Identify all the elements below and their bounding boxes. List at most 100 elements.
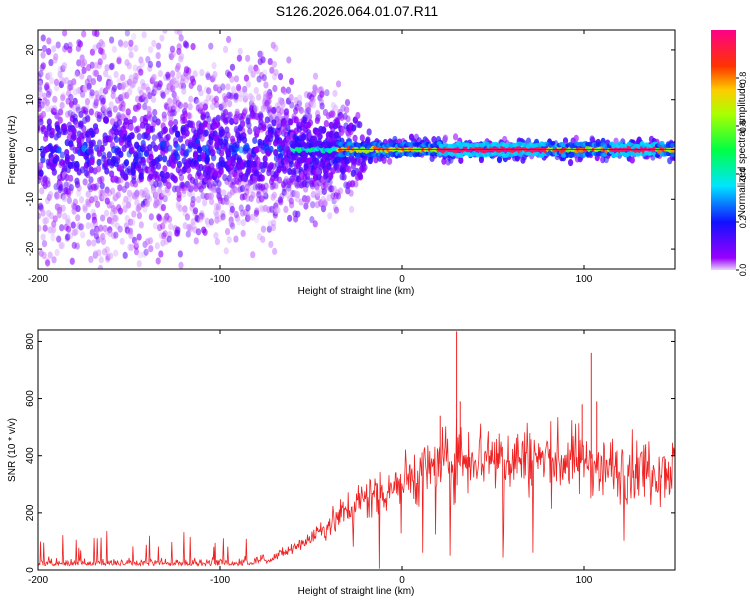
spectrogram-cell	[203, 86, 209, 94]
spectrogram-cell	[229, 205, 235, 214]
spectrogram-cell	[324, 89, 330, 97]
spectrogram-cell	[233, 235, 239, 243]
spectrogram-cell	[141, 82, 147, 90]
spectrogram-cell	[208, 42, 214, 50]
spectrogram-cell	[258, 111, 264, 119]
spectrogram-y-tick-label: -10	[25, 192, 36, 207]
spectrogram-cell	[145, 86, 151, 94]
spectrogram-cell	[215, 186, 221, 194]
spectrogram-cell	[43, 130, 50, 138]
spectrogram-cell	[80, 90, 86, 98]
spectrogram-cell	[287, 195, 293, 203]
spectrogram-cell	[212, 70, 218, 79]
colorbar-gradient	[711, 30, 736, 270]
spectrogram-cell	[174, 80, 180, 88]
spectrogram-cell	[345, 115, 351, 123]
spectrogram-cell	[241, 180, 247, 188]
spectrogram-cell	[90, 208, 96, 216]
spectrogram-cell	[130, 218, 136, 226]
spectrogram-cell	[115, 176, 122, 184]
spectrogram-cell	[319, 90, 325, 98]
spectrogram-cell	[129, 132, 135, 140]
spectrogram-y-tick-label: 20	[25, 44, 36, 56]
spectrogram-cell	[122, 205, 128, 213]
spectrogram-cell	[175, 226, 181, 234]
spectrogram-cell	[38, 161, 44, 169]
spectrogram-cell	[193, 178, 199, 186]
spectrogram-cell	[82, 205, 88, 213]
spectrogram-cell	[124, 58, 130, 67]
snr-x-tick-label: 100	[576, 575, 593, 586]
spectrogram-cell	[241, 108, 248, 117]
spectrogram-cell	[157, 214, 163, 222]
spectrogram-y-tick-label: -20	[25, 241, 36, 256]
spectrogram-cell	[222, 173, 228, 182]
spectrogram-cell	[142, 103, 148, 111]
spectrogram-cell	[187, 183, 193, 191]
spectrogram-cell	[322, 198, 328, 206]
spectrogram-cell	[40, 51, 46, 59]
spectrogram-cell	[387, 157, 393, 165]
spectrogram-cell	[179, 52, 185, 60]
snr-x-tick-label: -200	[28, 575, 48, 586]
spectrogram-x-label: Height of straight line (km)	[298, 286, 415, 297]
spectrogram-cell	[266, 225, 272, 233]
snr-panel: -200 -100 0 100 0 200 400 600 800 Height of stra…	[7, 329, 676, 597]
spectrogram-cell	[65, 110, 71, 118]
spectrogram-cell	[41, 44, 48, 53]
spectrogram-cell	[46, 37, 52, 45]
spectrogram-cell	[38, 212, 42, 220]
spectrogram-cell	[107, 135, 113, 143]
spectrogram-cell	[112, 105, 118, 113]
spectrogram-cell	[47, 88, 53, 96]
spectrogram-cell	[125, 108, 131, 116]
spectrogram-cell	[155, 118, 161, 126]
spectrogram-cell	[52, 215, 58, 223]
spectrogram-cell	[288, 197, 295, 205]
spectrogram-x-tick-label: -100	[210, 274, 230, 285]
spectrogram-cell	[289, 201, 295, 209]
spectrogram-cell	[282, 164, 289, 172]
spectrogram-cell	[253, 64, 259, 72]
spectrogram-cell	[270, 223, 276, 232]
spectrogram-cell	[218, 167, 224, 175]
spectrogram-cell	[180, 143, 186, 151]
spectrogram-cell	[225, 35, 232, 44]
spectrogram-cell	[224, 141, 230, 150]
spectrogram-cell	[57, 108, 64, 116]
spectrogram-cell	[188, 95, 194, 103]
spectrogram-cell	[158, 232, 165, 240]
spectrogram-cell	[38, 169, 44, 177]
spectrogram-cell	[340, 105, 346, 113]
spectrogram-cell	[257, 50, 263, 58]
spectrogram-cell	[89, 61, 95, 69]
spectrogram-cell	[93, 127, 100, 135]
spectrogram-cell	[269, 66, 275, 74]
spectrogram-cell	[147, 60, 154, 69]
spectrogram-cell	[287, 214, 293, 222]
spectrogram-cell	[157, 70, 164, 78]
spectrogram-cell	[97, 264, 104, 269]
colorbar-tick-label: 0.0	[738, 264, 748, 277]
spectrogram-cell	[51, 45, 57, 53]
spectrogram-cell	[89, 89, 95, 97]
spectrogram-cell	[234, 214, 241, 222]
spectrogram-cell	[283, 108, 289, 116]
spectrogram-cell	[40, 34, 46, 42]
spectrogram-cell	[342, 112, 348, 120]
spectrogram-cell	[178, 34, 184, 42]
spectrogram-cell	[81, 66, 87, 75]
spectrogram-cell	[54, 155, 60, 163]
spectrogram-cell	[187, 112, 193, 120]
spectrogram-cell	[129, 81, 135, 89]
spectrogram-cell	[157, 154, 163, 162]
spectrogram-cell	[263, 192, 269, 200]
spectrogram-cell	[41, 251, 47, 260]
spectrogram-cell	[272, 209, 278, 217]
spectrogram-cell	[124, 226, 130, 234]
spectrogram-cell	[143, 96, 149, 105]
spectrogram-cell	[318, 198, 324, 207]
spectrogram-cell	[199, 134, 205, 142]
spectrogram-cell	[39, 187, 45, 195]
